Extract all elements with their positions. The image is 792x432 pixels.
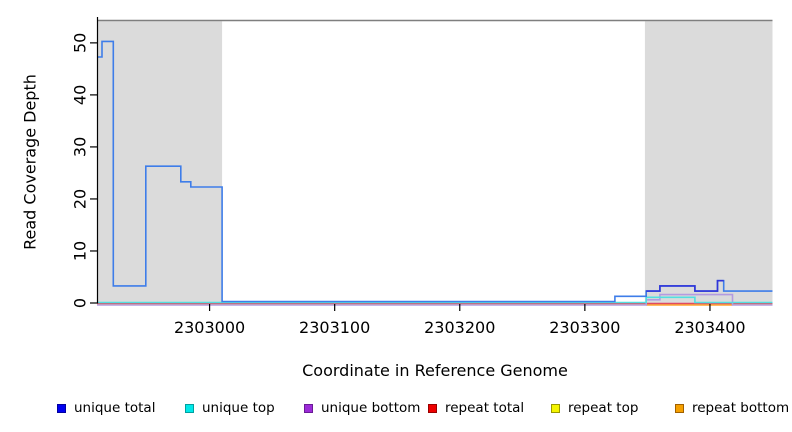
legend-swatch	[551, 403, 560, 413]
legend-item: unique total	[57, 399, 155, 417]
legend-swatch	[185, 403, 194, 413]
legend-label: unique bottom	[321, 400, 421, 416]
legend-swatch	[304, 403, 313, 413]
x-tick-label: 2303400	[674, 318, 745, 337]
y-tick-label: 0	[71, 298, 90, 308]
shaded-region	[97, 21, 223, 303]
legend-item: repeat top	[551, 399, 638, 417]
legend-item: repeat total	[428, 399, 524, 417]
series-line-unique-top	[97, 296, 773, 304]
x-tick-label: 2303100	[299, 318, 370, 337]
x-tick-label: 2303000	[174, 318, 245, 337]
legend-swatch	[675, 403, 684, 413]
x-tick-label: 2303300	[549, 318, 620, 337]
plot-area: 0 10 20 30 40 50 2303000 2303100 2303200 2303300 2…	[71, 17, 773, 337]
legend-item: repeat bottom	[675, 399, 789, 417]
legend-swatch	[57, 403, 66, 413]
x-tick-label: 2303200	[424, 318, 495, 337]
y-axis-title: Read Coverage Depth	[20, 74, 40, 250]
y-tick-label: 10	[71, 241, 90, 261]
series-line-unique-total-dense	[646, 279, 724, 292]
y-tick-label: 40	[71, 85, 90, 105]
legend-label: repeat bottom	[692, 400, 790, 416]
shaded-region	[644, 21, 773, 303]
legend: unique total unique top unique bottom repea…	[0, 399, 792, 423]
legend-item: unique bottom	[304, 399, 420, 417]
legend-swatch	[428, 403, 437, 413]
x-axis-title: Coordinate in Reference Genome	[302, 361, 568, 380]
legend-label: repeat total	[445, 400, 525, 416]
legend-label: unique top	[202, 400, 275, 416]
y-tick-label: 20	[71, 189, 90, 209]
legend-item: unique top	[185, 399, 275, 417]
legend-label: unique total	[74, 400, 156, 416]
y-tick-label: 30	[71, 137, 90, 157]
y-tick-label: 50	[71, 33, 90, 53]
legend-label: repeat top	[568, 400, 639, 416]
